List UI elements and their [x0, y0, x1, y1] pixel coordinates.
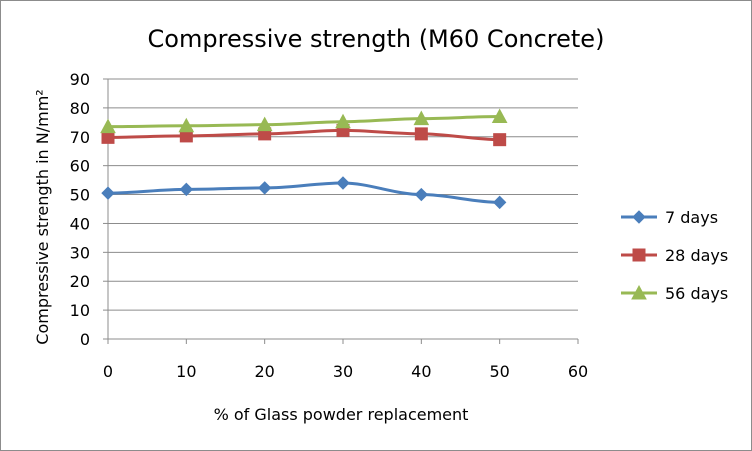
- x-tick-label: 30: [333, 362, 353, 381]
- legend-label: 56 days: [665, 284, 728, 303]
- series-line-56-days: [107, 115, 500, 129]
- data-point-56-days: [256, 116, 273, 132]
- x-tick-label: 50: [489, 362, 509, 381]
- x-tick-label: 0: [103, 362, 113, 381]
- x-tick-label: 10: [176, 362, 196, 381]
- data-point-7-days: [336, 176, 350, 190]
- y-tick-label: 10: [70, 301, 90, 320]
- y-tick-label: 60: [70, 157, 90, 176]
- series-56-days: [100, 108, 508, 134]
- data-point-56-days: [335, 113, 351, 129]
- y-tick-label: 50: [70, 186, 90, 205]
- legend-swatch-marker: [632, 210, 646, 224]
- x-tick-label: 40: [411, 362, 431, 381]
- series-28-days: [101, 123, 507, 147]
- x-tick-label: 60: [568, 362, 588, 381]
- axes: 0 10 20 30 40 50 60 70 80 90 0 10 20 30 40 50 60: [70, 70, 589, 381]
- legend-item-28-days: 28 days: [621, 246, 728, 265]
- data-point-7-days: [414, 187, 429, 202]
- data-point-7-days: [492, 195, 507, 210]
- x-axis-label: % of Glass powder replacement: [214, 405, 469, 424]
- legend-swatch-marker: [631, 284, 647, 300]
- data-point-56-days: [178, 117, 195, 133]
- data-point-7-days: [179, 182, 194, 197]
- data-point-56-days: [491, 108, 508, 124]
- y-tick-label: 30: [70, 243, 90, 262]
- series-line-7-days: [107, 181, 500, 204]
- data-point-7-days: [101, 186, 115, 200]
- x-tick-label: 20: [254, 362, 274, 381]
- data-point-28-days: [493, 133, 507, 147]
- series-7-days: [101, 176, 507, 210]
- y-tick-label: 80: [70, 99, 90, 118]
- legend-item-7-days: 7 days: [621, 208, 718, 227]
- legend-label: 7 days: [665, 208, 718, 227]
- legend: 7 days 28 days 56 days: [621, 208, 728, 303]
- data-point-7-days: [257, 181, 272, 195]
- data-point-28-days: [414, 127, 428, 141]
- data-point-56-days: [100, 118, 116, 134]
- legend-swatch-marker: [632, 248, 646, 262]
- y-tick-label: 70: [70, 128, 90, 147]
- y-tick-label: 90: [70, 70, 90, 89]
- legend-item-56-days: 56 days: [621, 284, 728, 303]
- y-axis-label: Compressive strength in N/mm²: [33, 89, 52, 344]
- y-tick-label: 20: [70, 272, 90, 291]
- series-line-28-days: [107, 128, 500, 142]
- series-layer: [100, 108, 508, 210]
- data-point-56-days: [413, 110, 430, 126]
- y-tick-label: 0: [80, 330, 90, 349]
- gridlines: [108, 78, 578, 311]
- y-tick-label: 40: [70, 214, 90, 233]
- legend-label: 28 days: [665, 246, 728, 265]
- chart-title: Compressive strength (M60 Concrete): [148, 25, 605, 53]
